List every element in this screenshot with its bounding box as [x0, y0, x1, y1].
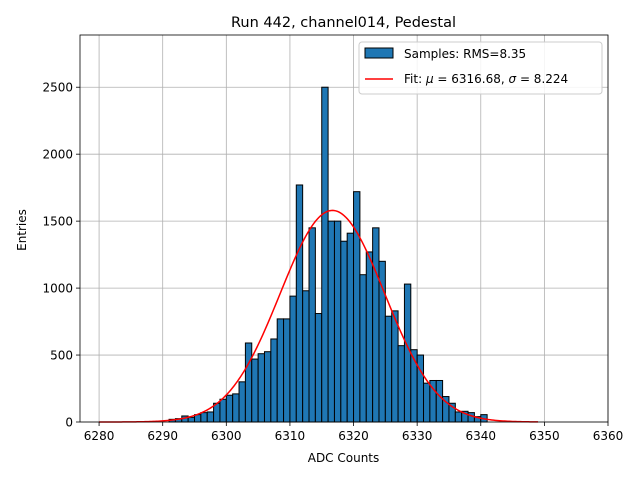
histogram-bar	[289, 295, 297, 423]
x-tick-label: 6340	[465, 429, 496, 443]
y-tick-label: 1000	[42, 282, 73, 296]
x-tick-label: 6310	[275, 429, 306, 443]
plot-frame	[79, 34, 609, 423]
legend-fit-label: Fit: μ = 6316.68, σ = 8.224	[404, 72, 568, 86]
histogram-bar	[403, 283, 412, 423]
y-tick-label: 500	[50, 349, 73, 363]
histogram-bar	[346, 232, 355, 423]
histogram-bar	[384, 315, 393, 423]
histogram-bar	[353, 191, 361, 423]
chart-title: Run 442, channel014, Pedestal	[231, 15, 456, 31]
x-tick-label: 6330	[402, 429, 433, 443]
histogram-bar	[423, 382, 431, 423]
x-tick-label: 6320	[338, 429, 369, 443]
x-tick-label: 6290	[147, 429, 178, 443]
histogram-bar	[200, 412, 208, 423]
y-axis-ticks: 0 500 1000 1500 2000 2500	[42, 81, 80, 430]
histogram-bar	[359, 274, 367, 423]
histogram-bar	[467, 412, 475, 423]
histogram-bar	[391, 310, 399, 423]
histogram-bar	[219, 398, 227, 423]
histogram-bar	[308, 227, 316, 423]
histogram-bar	[372, 227, 380, 423]
x-axis-ticks: 6280 6290 6300 6310 6320 6330 6340 6350 6360	[84, 422, 623, 443]
histogram-bar	[244, 342, 253, 423]
y-tick-label: 2000	[42, 148, 73, 162]
fit-curve-group	[99, 209, 539, 423]
histogram-bar	[333, 220, 342, 423]
histogram-bar	[283, 318, 291, 423]
legend-samples-label: Samples: RMS=8.35	[404, 47, 526, 61]
legend: Samples: RMS=8.35 Fit: μ = 6316.68, σ = …	[358, 41, 603, 95]
histogram-bar	[206, 411, 215, 423]
histogram-bar	[435, 379, 444, 423]
histogram-bar	[397, 345, 405, 423]
legend-bar-swatch	[364, 47, 394, 59]
histogram-bar	[263, 351, 272, 423]
y-axis-label: Entries	[15, 209, 29, 251]
histogram-bar	[270, 338, 278, 423]
histogram-bar	[365, 251, 374, 423]
histogram-bar	[454, 411, 463, 423]
histogram-bar	[251, 358, 259, 423]
x-tick-label: 6350	[529, 429, 560, 443]
histogram-bar	[340, 240, 348, 423]
fit-curve	[99, 209, 539, 423]
histogram-bar	[276, 318, 285, 423]
x-tick-label: 6300	[211, 429, 242, 443]
x-tick-label: 6280	[84, 429, 115, 443]
histogram-bar	[302, 290, 310, 423]
y-tick-label: 1500	[42, 215, 73, 229]
histogram-bar	[232, 393, 240, 423]
y-tick-label: 0	[65, 416, 73, 430]
x-tick-label: 6360	[593, 429, 624, 443]
histogram-bar	[321, 86, 329, 423]
histogram-bar	[238, 381, 246, 423]
histogram-bar	[225, 394, 234, 423]
x-axis-label: ADC Counts	[308, 451, 380, 465]
histogram-bar	[327, 220, 335, 423]
histogram-bar	[187, 416, 196, 423]
histogram-bar	[295, 184, 304, 423]
histogram-bar	[314, 313, 323, 423]
legend-box	[358, 41, 603, 95]
y-tick-label: 2500	[42, 81, 73, 95]
histogram-bar	[257, 353, 265, 423]
histogram-bar	[416, 354, 425, 423]
